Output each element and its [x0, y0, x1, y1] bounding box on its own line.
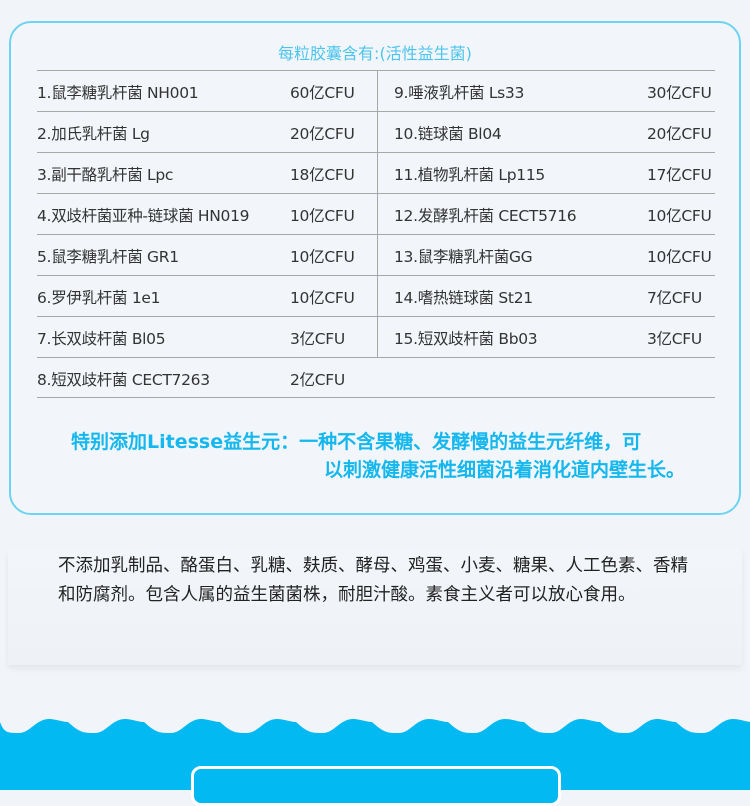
ingredients-table: 1.鼠李糖乳杆菌 NH001 60亿CFU 9.唾液乳杆菌 Ls33 30亿CFU 2.… [37, 70, 715, 398]
ingredients-card: 每粒胶囊含有:(活性益生菌) 1.鼠李糖乳杆菌 NH001 60亿CFU 9.唾液乳… [9, 21, 741, 515]
strain-amount: 2亿CFU [290, 371, 345, 389]
strain-amount: 30亿CFU [647, 84, 712, 102]
strain-name: 12.发酵乳杆菌 CECT5716 [394, 207, 577, 225]
strain-amount: 20亿CFU [290, 125, 355, 143]
strain-amount: 60亿CFU [290, 84, 355, 102]
table-row: 7.长双歧杆菌 Bl05 3亿CFU 15.短双歧杆菌 Bb03 3亿CFU [37, 316, 715, 357]
strain-name: 11.植物乳杆菌 Lp115 [394, 166, 545, 184]
strain-amount: 20亿CFU [647, 125, 712, 143]
strain-amount: 10亿CFU [647, 248, 712, 266]
strain-amount: 10亿CFU [647, 207, 712, 225]
prebiotic-note-line1: 特别添加Litesse益生元：一种不含果糖、发酵慢的益生元纤维，可 [71, 431, 642, 453]
table-row: 8.短双歧杆菌 CECT7263 2亿CFU [37, 357, 715, 398]
strain-amount: 17亿CFU [647, 166, 712, 184]
table-row: 6.罗伊乳杆菌 1e1 10亿CFU 14.嗜热链球菌 St21 7亿CFU [37, 275, 715, 316]
strain-amount: 7亿CFU [647, 289, 702, 307]
strain-name: 2.加氏乳杆菌 Lg [37, 125, 150, 143]
strain-amount: 10亿CFU [290, 289, 355, 307]
prebiotic-note-line2: 以刺激健康活性细菌沿着消化道内壁生长。 [323, 459, 685, 481]
bottom-button[interactable] [191, 766, 561, 806]
strain-name: 6.罗伊乳杆菌 1e1 [37, 289, 161, 307]
strain-name: 15.短双歧杆菌 Bb03 [394, 330, 538, 348]
strain-name: 13.鼠李糖乳杆菌GG [394, 248, 533, 266]
table-row: 1.鼠李糖乳杆菌 NH001 60亿CFU 9.唾液乳杆菌 Ls33 30亿CFU [37, 70, 715, 111]
strain-name: 8.短双歧杆菌 CECT7263 [37, 371, 210, 389]
table-row: 4.双歧杆菌亚种-链球菌 HN019 10亿CFU 12.发酵乳杆菌 CECT571… [37, 193, 715, 234]
strain-name: 3.副干酪乳杆菌 Lpc [37, 166, 174, 184]
strain-name: 9.唾液乳杆菌 Ls33 [394, 84, 525, 102]
wave-decoration [0, 719, 750, 790]
strain-amount: 18亿CFU [290, 166, 355, 184]
strain-name: 10.链球菌 Bl04 [394, 125, 502, 143]
description-text: 不添加乳制品、酪蛋白、乳糖、麸质、酵母、鸡蛋、小麦、糖果、人工色素、香精和防腐剂… [58, 556, 688, 605]
strain-name: 1.鼠李糖乳杆菌 NH001 [37, 84, 199, 102]
table-row: 3.副干酪乳杆菌 Lpc 18亿CFU 11.植物乳杆菌 Lp115 17亿CFU [37, 152, 715, 193]
strain-amount: 10亿CFU [290, 248, 355, 266]
strain-amount: 3亿CFU [647, 330, 702, 348]
strain-name: 14.嗜热链球菌 St21 [394, 289, 533, 307]
table-row: 2.加氏乳杆菌 Lg 20亿CFU 10.链球菌 Bl04 20亿CFU [37, 111, 715, 152]
description-box: 不添加乳制品、酪蛋白、乳糖、麸质、酵母、鸡蛋、小麦、糖果、人工色素、香精和防腐剂… [8, 548, 742, 665]
card-title: 每粒胶囊含有:(活性益生菌) [278, 44, 472, 63]
strain-name: 5.鼠李糖乳杆菌 GR1 [37, 248, 179, 266]
strain-name: 7.长双歧杆菌 Bl05 [37, 330, 166, 348]
strain-amount: 3亿CFU [290, 330, 345, 348]
table-row: 5.鼠李糖乳杆菌 GR1 10亿CFU 13.鼠李糖乳杆菌GG 10亿CFU [37, 234, 715, 275]
column-divider [377, 70, 378, 357]
strain-name: 4.双歧杆菌亚种-链球菌 HN019 [37, 207, 250, 225]
strain-amount: 10亿CFU [290, 207, 355, 225]
